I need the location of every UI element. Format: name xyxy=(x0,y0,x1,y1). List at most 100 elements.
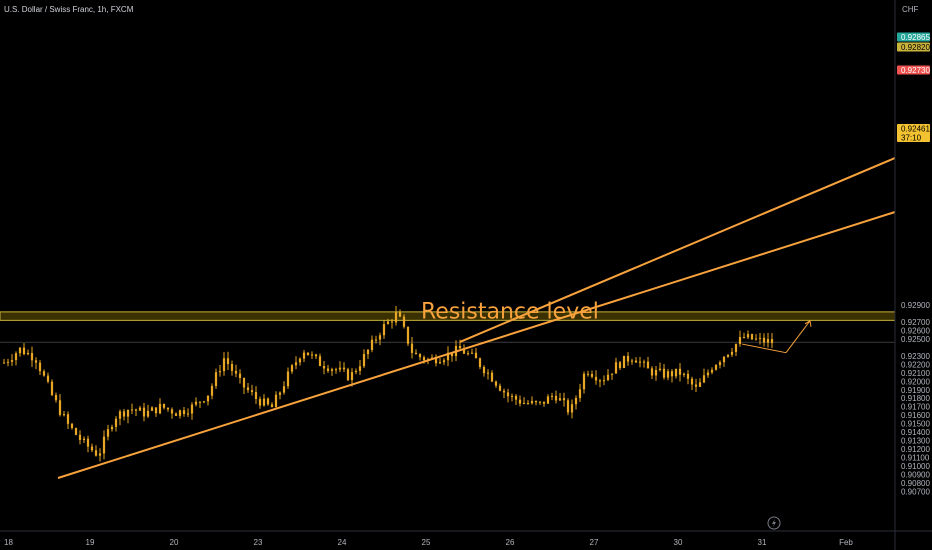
candle xyxy=(398,309,402,318)
candle xyxy=(506,388,510,403)
candle xyxy=(586,370,590,377)
candle-body xyxy=(330,369,334,371)
candle xyxy=(522,397,526,405)
candle xyxy=(58,393,62,417)
candle xyxy=(234,364,238,378)
candle-body xyxy=(666,371,670,378)
candle xyxy=(734,343,738,357)
candle xyxy=(498,383,502,392)
candle-body xyxy=(346,369,350,381)
y-tick-label: 0.92000 xyxy=(901,377,930,386)
candle-body xyxy=(606,374,610,381)
candle-body xyxy=(354,370,358,373)
candle xyxy=(298,357,302,366)
candle xyxy=(642,359,646,368)
candle xyxy=(150,406,154,412)
candle-body xyxy=(138,407,142,411)
y-tick-label: 0.92300 xyxy=(901,352,930,361)
candle xyxy=(698,378,702,388)
candle-body xyxy=(614,362,618,374)
candle-body xyxy=(214,372,218,386)
candle xyxy=(266,397,270,406)
y-tick-label: 0.91100 xyxy=(901,454,930,463)
candle xyxy=(758,332,762,345)
candle-body xyxy=(762,337,766,343)
candle xyxy=(94,445,98,457)
candle xyxy=(442,358,446,366)
candle xyxy=(654,366,658,381)
candle xyxy=(126,409,130,424)
x-tick-label: 20 xyxy=(170,538,179,547)
candle-body xyxy=(698,382,702,387)
candle xyxy=(310,351,314,359)
candle-body xyxy=(530,401,534,404)
candle xyxy=(378,332,382,346)
x-tick-label: 26 xyxy=(506,538,515,547)
last-price-badge-countdown: 37:10 xyxy=(901,134,922,143)
x-tick-label: 27 xyxy=(590,538,599,547)
candle xyxy=(726,354,730,358)
candle-body xyxy=(106,429,110,437)
y-tick-label: 0.92700 xyxy=(901,318,930,327)
candle xyxy=(290,364,294,374)
candle-body xyxy=(266,398,270,405)
candle xyxy=(598,378,602,388)
candle-body xyxy=(98,453,102,456)
candle-body xyxy=(234,370,238,374)
candle-body xyxy=(754,338,758,340)
candle-body xyxy=(674,368,678,377)
candle xyxy=(406,326,410,347)
candle xyxy=(450,352,454,362)
candle xyxy=(278,391,282,400)
candle xyxy=(46,372,50,384)
candle-body xyxy=(770,339,774,344)
candle-body xyxy=(294,362,298,366)
projection-arrow[interactable] xyxy=(785,320,811,353)
candle-body xyxy=(626,355,630,362)
candle xyxy=(286,367,290,389)
candle-body xyxy=(498,385,502,391)
candle-body xyxy=(642,361,646,363)
candle xyxy=(246,383,250,393)
replay-icon[interactable] xyxy=(767,516,781,530)
y-tick-label: 0.90800 xyxy=(901,479,930,488)
candle-body xyxy=(270,404,274,408)
candle-body xyxy=(638,361,642,363)
candle-body xyxy=(566,400,570,413)
candle xyxy=(18,347,22,357)
candle xyxy=(526,400,530,405)
candle xyxy=(106,424,110,441)
candle xyxy=(346,367,350,382)
candle xyxy=(54,392,58,403)
candle-body xyxy=(678,368,682,375)
candle-body xyxy=(482,366,486,374)
candle-body xyxy=(634,360,638,363)
candle-body xyxy=(314,354,318,357)
candle xyxy=(554,390,558,404)
candle-body xyxy=(526,402,530,404)
candle xyxy=(170,407,174,419)
candle-body xyxy=(170,409,174,414)
candle-body xyxy=(418,354,422,358)
last-price-badge xyxy=(897,124,930,142)
candle xyxy=(50,379,54,397)
candle-body xyxy=(410,343,414,353)
candle-body xyxy=(362,354,366,367)
candle-body xyxy=(122,411,126,417)
ascending-trendline[interactable] xyxy=(57,211,896,479)
candle xyxy=(474,347,478,359)
candle-body xyxy=(742,337,746,339)
candle-body xyxy=(394,312,398,323)
candle xyxy=(730,347,734,357)
candle xyxy=(6,358,10,367)
candle xyxy=(722,356,726,367)
candle-body xyxy=(146,410,150,417)
candle-body xyxy=(298,358,302,363)
descending-trendline[interactable] xyxy=(459,157,896,343)
candle xyxy=(546,394,550,404)
candle-body xyxy=(318,356,322,366)
candle-body xyxy=(338,367,342,370)
candle-body xyxy=(662,368,666,378)
